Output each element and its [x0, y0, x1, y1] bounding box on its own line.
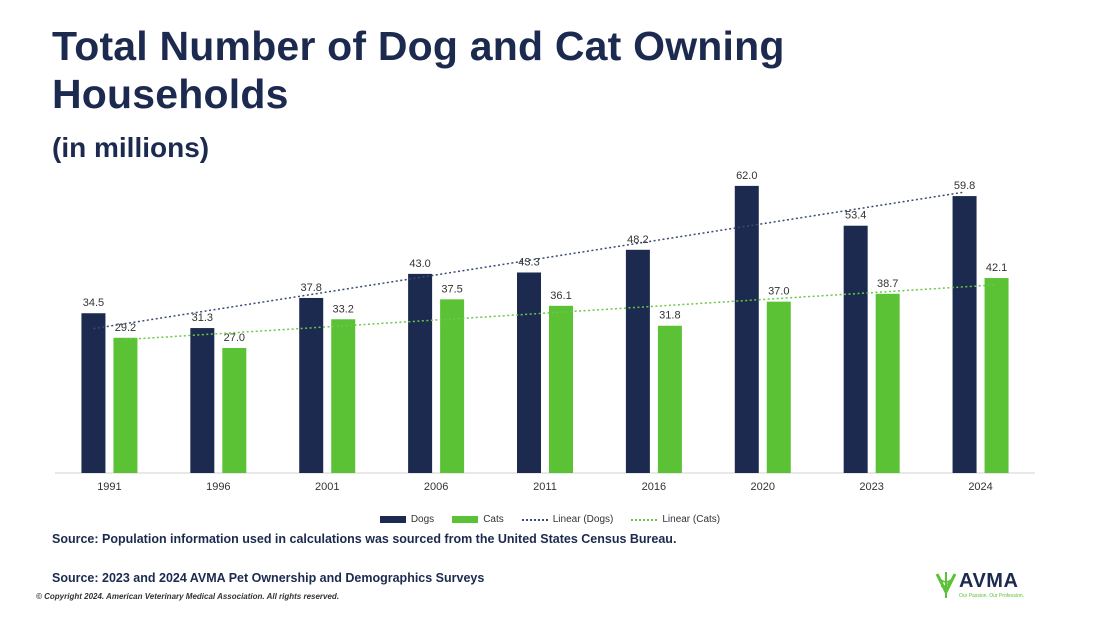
legend-swatch-cats: [452, 516, 479, 523]
bar-chart: 34.5 29.2 1991 31.3 27.0 1996 37.8 33.2 2001 43.0…: [55, 170, 1035, 493]
bar-cats-2006: [440, 299, 465, 473]
legend-label-linear-dogs: Linear (Dogs): [552, 514, 614, 525]
caduceus-icon: [935, 572, 957, 598]
bar-dogs-2020: [734, 185, 759, 473]
source-note-surveys: Source: 2023 and 2024 AVMA Pet Ownership…: [52, 571, 485, 585]
source-note-census: Source: Population information used in c…: [52, 532, 677, 546]
data-label-dogs-1991: 34.5: [83, 297, 104, 309]
x-tick-label-2024: 2024: [968, 481, 992, 493]
bar-dogs-2011: [517, 272, 541, 473]
data-label-cats-2020: 37.0: [768, 286, 789, 298]
data-label-dogs-2023: 53.4: [845, 210, 866, 222]
legend-swatch-linear-dogs: [521, 518, 548, 521]
bar-dogs-1996: [190, 328, 215, 473]
logo-tagline: Our Passion. Our Profession.: [959, 593, 1025, 599]
x-tick-label-2006: 2006: [424, 481, 448, 493]
logo-text: AVMA: [959, 570, 1019, 592]
data-label-cats-2001: 33.2: [333, 303, 354, 315]
trendline-dogs: [93, 191, 965, 330]
x-tick-label-2011: 2011: [533, 481, 557, 493]
bar-cats-2024: [984, 278, 1009, 473]
bar-cats-1991: [113, 337, 138, 473]
legend-label-linear-cats: Linear (Cats): [662, 514, 721, 525]
bar-cats-2001: [331, 319, 356, 473]
x-tick-label-1996: 1996: [206, 481, 230, 493]
bar-cats-2023: [875, 293, 900, 473]
legend-item-linear-cats: Linear (Cats): [631, 514, 720, 525]
data-label-dogs-2020: 62.0: [736, 170, 757, 182]
x-tick-label-2020: 2020: [751, 481, 775, 493]
x-tick-label-2023: 2023: [859, 481, 883, 493]
legend-item-linear-dogs: Linear (Dogs): [521, 514, 614, 525]
data-label-cats-1991: 29.2: [115, 322, 136, 334]
x-tick-label-1991: 1991: [97, 481, 121, 493]
data-label-dogs-2011: 43.3: [518, 256, 539, 268]
legend-item-cats: Cats: [452, 514, 504, 525]
bar-dogs-2016: [625, 249, 650, 473]
bar-dogs-2023: [843, 225, 868, 473]
bar-dogs-2024: [952, 196, 977, 473]
bar-dogs-2001: [299, 297, 324, 473]
bar-cats-2011: [549, 305, 573, 473]
data-label-dogs-2016: 48.2: [627, 234, 648, 246]
legend-swatch-dogs: [379, 516, 406, 523]
data-label-cats-1996: 27.0: [224, 332, 245, 344]
data-label-cats-2023: 38.7: [877, 278, 898, 290]
chart-legend: Dogs Cats Linear (Dogs) Linear (Cats): [0, 514, 1100, 525]
data-label-cats-2011: 36.1: [550, 290, 571, 302]
x-tick-label-2016: 2016: [642, 481, 666, 493]
copyright-notice: © Copyright 2024. American Veterinary Me…: [36, 592, 340, 601]
data-label-cats-2016: 31.8: [659, 310, 680, 322]
data-label-dogs-2006: 43.0: [409, 258, 430, 270]
legend-swatch-linear-cats: [631, 518, 658, 521]
bar-cats-2016: [657, 325, 682, 473]
data-label-dogs-2001: 37.8: [301, 282, 322, 294]
chart-subtitle: (in millions): [52, 132, 210, 163]
avma-logo: AVMA Our Passion. Our Profession.: [935, 568, 1035, 604]
data-label-dogs-1996: 31.3: [192, 312, 213, 324]
x-tick-label-2001: 2001: [315, 481, 339, 493]
chart-title: Total Number of Dog and Cat Owning House…: [52, 23, 785, 117]
data-label-dogs-2024: 59.8: [954, 180, 975, 192]
bar-cats-2020: [766, 301, 791, 473]
legend-label-cats: Cats: [483, 514, 504, 525]
bar-dogs-1991: [81, 313, 106, 473]
data-label-cats-2006: 37.5: [441, 283, 462, 295]
legend-item-dogs: Dogs: [379, 514, 435, 525]
bar-cats-1996: [222, 347, 247, 473]
legend-label-dogs: Dogs: [410, 514, 435, 525]
trendline-cats: [125, 284, 997, 341]
bar-dogs-2006: [408, 273, 433, 473]
data-label-cats-2024: 42.1: [986, 262, 1007, 274]
